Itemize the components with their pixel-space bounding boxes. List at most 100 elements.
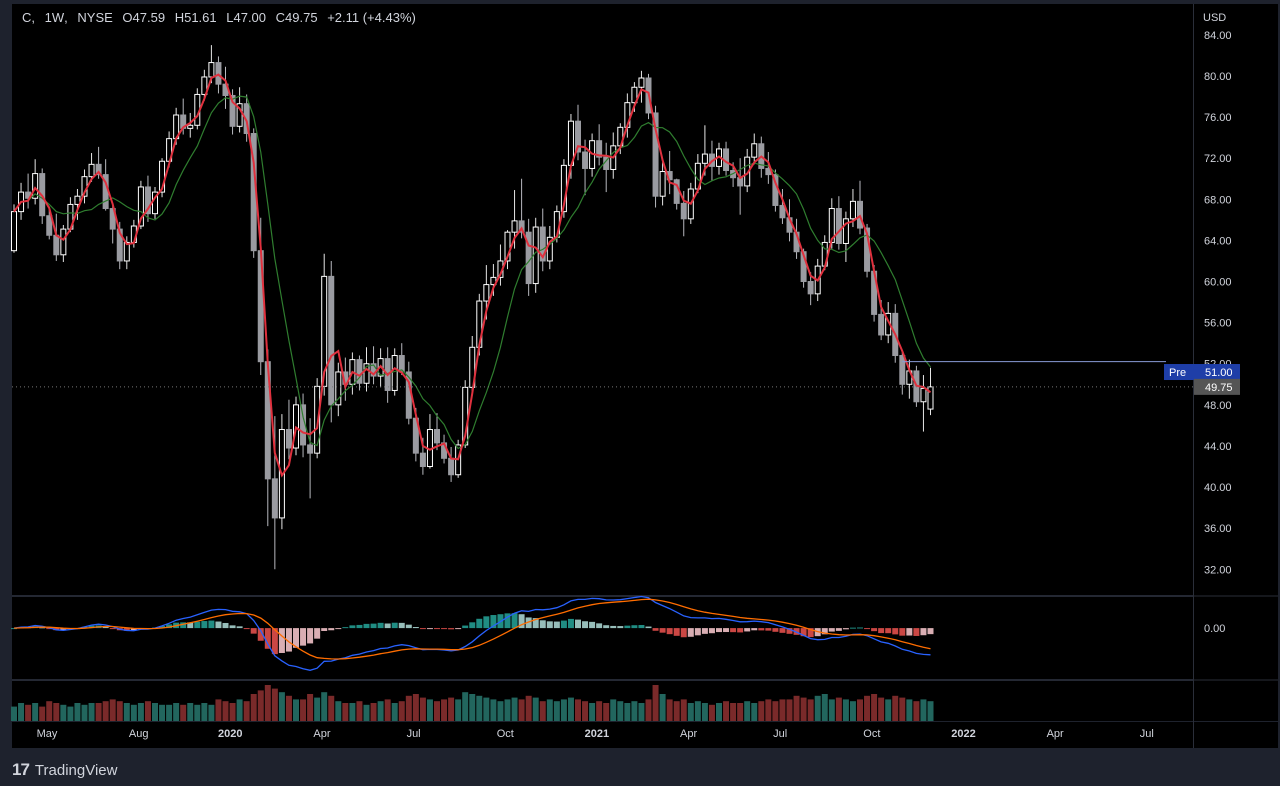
candle-body: [638, 77, 645, 88]
volume-bar: [342, 703, 349, 721]
x-tick-label: Apr: [1047, 728, 1064, 740]
volume-bar: [74, 703, 81, 721]
macd-line: [13, 595, 931, 671]
volume-bar: [871, 694, 878, 721]
price-pane: [12, 4, 1193, 595]
volume-bar: [885, 699, 892, 721]
macd-bar: [222, 622, 229, 629]
y-tick-label: 60.00: [1204, 277, 1232, 289]
macd-bar: [786, 628, 793, 634]
interval-label[interactable]: 1W: [44, 10, 65, 25]
macd-bar: [645, 626, 652, 629]
volume-bar: [899, 697, 906, 721]
macd-bar: [370, 623, 377, 629]
candle-body: [483, 284, 490, 302]
time-axis: [12, 722, 1278, 748]
candle-body: [596, 140, 603, 158]
candle: [582, 139, 589, 196]
volume-bar: [737, 703, 744, 721]
volume-bar: [32, 703, 39, 721]
macd-bar: [434, 628, 440, 630]
x-tick-label: Jul: [1140, 728, 1154, 740]
candle: [807, 272, 814, 306]
tradingview-logo-icon: 17: [12, 760, 30, 779]
x-tick-label: Oct: [497, 728, 514, 740]
macd-bar: [575, 619, 581, 629]
macd-bar: [708, 628, 715, 634]
volume-bar: [194, 704, 201, 721]
volume-bar: [842, 699, 849, 721]
volume-bar: [751, 703, 758, 721]
volume-bar: [582, 701, 589, 721]
volume-bar: [786, 699, 793, 721]
candle: [920, 375, 927, 432]
macd-bar: [250, 628, 257, 634]
volume-bar: [793, 695, 800, 721]
candle: [638, 70, 645, 103]
candle: [899, 352, 906, 395]
macd-bar: [88, 625, 95, 629]
macd-bar: [567, 618, 574, 629]
volume-bar: [511, 697, 518, 721]
volume-bar: [546, 699, 553, 721]
macd-bar: [920, 628, 927, 636]
volume-bar: [708, 704, 715, 721]
volume-bar: [455, 699, 462, 721]
macd-bar: [723, 628, 730, 633]
macd-bar: [610, 625, 617, 629]
volume-bar: [166, 704, 173, 721]
tradingview-brand[interactable]: 17 TradingView: [12, 760, 117, 780]
candle-body: [434, 429, 440, 444]
macd-bar: [631, 625, 638, 629]
volume-bar: [307, 694, 314, 721]
symbol-name[interactable]: C: [22, 10, 32, 25]
volume-bar: [398, 701, 405, 721]
macd-bar: [864, 628, 871, 630]
y-tick-label: 68.00: [1204, 194, 1232, 206]
macd-bar: [490, 615, 497, 629]
candle-body: [511, 220, 518, 233]
macd-bar: [582, 621, 589, 629]
macd-bar: [455, 628, 462, 630]
volume-bar: [490, 699, 497, 721]
macd-bar: [201, 621, 208, 629]
last-price-label: 49.75: [1205, 382, 1233, 394]
macd-bar: [546, 621, 553, 629]
volume-bar: [835, 697, 842, 721]
candle: [32, 159, 39, 205]
macd-bar: [871, 628, 878, 632]
macd-bar: [285, 628, 292, 652]
macd-bar: [730, 628, 737, 633]
x-tick-label: 2022: [951, 728, 975, 740]
candle-body: [659, 171, 666, 197]
volume-bar: [293, 699, 299, 721]
macd-bar: [518, 614, 525, 629]
volume-bar: [25, 704, 32, 721]
macd-bar: [906, 628, 913, 636]
volume-bar: [137, 703, 144, 721]
candle: [751, 133, 758, 165]
y-tick-label: 76.00: [1204, 112, 1232, 124]
macd-bar: [215, 621, 222, 629]
candle-body: [123, 241, 130, 262]
volume-bar: [130, 704, 137, 721]
premarket-label: Pre: [1169, 367, 1186, 379]
candle-body: [53, 234, 60, 256]
macd-bar: [391, 622, 398, 629]
macd-bar: [328, 628, 335, 631]
macd-bar: [828, 628, 835, 632]
volume-bar: [300, 699, 307, 721]
y-tick-label: 84.00: [1204, 30, 1232, 42]
macd-bar: [624, 625, 631, 629]
candle: [744, 148, 751, 193]
candle-body: [631, 86, 638, 104]
candle: [187, 112, 194, 138]
y-tick-label: 48.00: [1204, 400, 1232, 412]
candle-body: [701, 153, 708, 164]
macd-bar: [539, 620, 546, 629]
volume-bar: [469, 694, 476, 721]
macd-bar: [60, 628, 67, 631]
candle-body: [849, 200, 856, 220]
